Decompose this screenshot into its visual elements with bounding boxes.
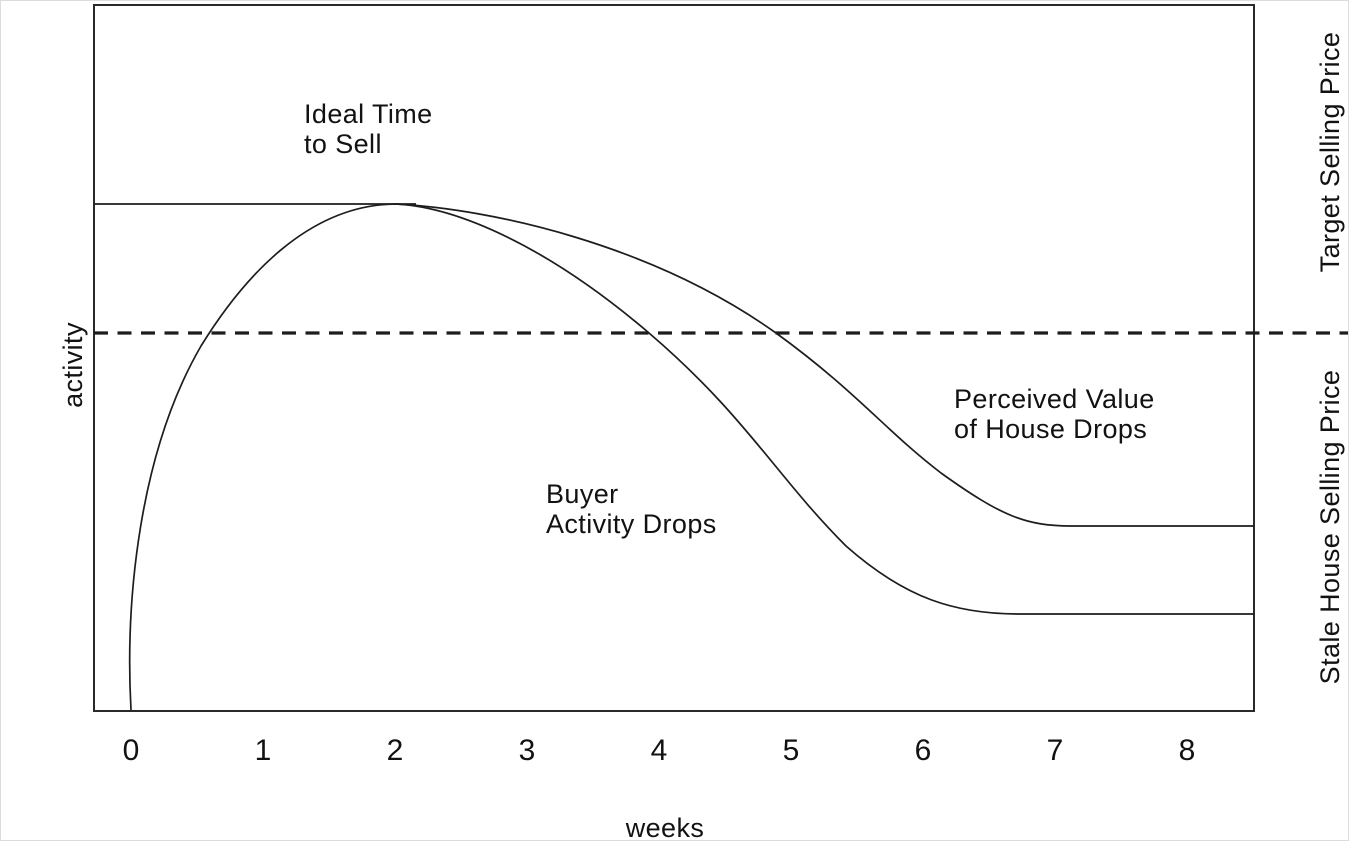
plot-border <box>93 4 1255 712</box>
x-tick-0: 0 <box>122 734 140 767</box>
annotation-ideal-time-to-sell: Ideal Time to Sell <box>304 99 433 159</box>
annotation-perceived-value-drops: Perceived Value of House Drops <box>954 384 1155 444</box>
right-axis-label-target-selling-price: Target Selling Price <box>1315 31 1345 273</box>
x-axis-label: weeks <box>625 813 705 841</box>
right-axis-label-stale-house-selling-price: Stale House Selling Price <box>1315 369 1345 685</box>
x-tick-2: 2 <box>386 734 404 767</box>
x-tick-6: 6 <box>914 734 932 767</box>
x-tick-3: 3 <box>518 734 536 767</box>
x-tick-4: 4 <box>650 734 668 767</box>
y-axis-label: activity <box>58 322 88 408</box>
x-tick-7: 7 <box>1046 734 1064 767</box>
buyer-activity-curve <box>128 203 1254 711</box>
x-tick-5: 5 <box>782 734 800 767</box>
x-tick-1: 1 <box>254 734 272 767</box>
perceived-value-curve <box>395 203 1254 527</box>
x-tick-8: 8 <box>1178 734 1196 767</box>
annotation-buyer-activity-drops: Buyer Activity Drops <box>546 479 717 539</box>
